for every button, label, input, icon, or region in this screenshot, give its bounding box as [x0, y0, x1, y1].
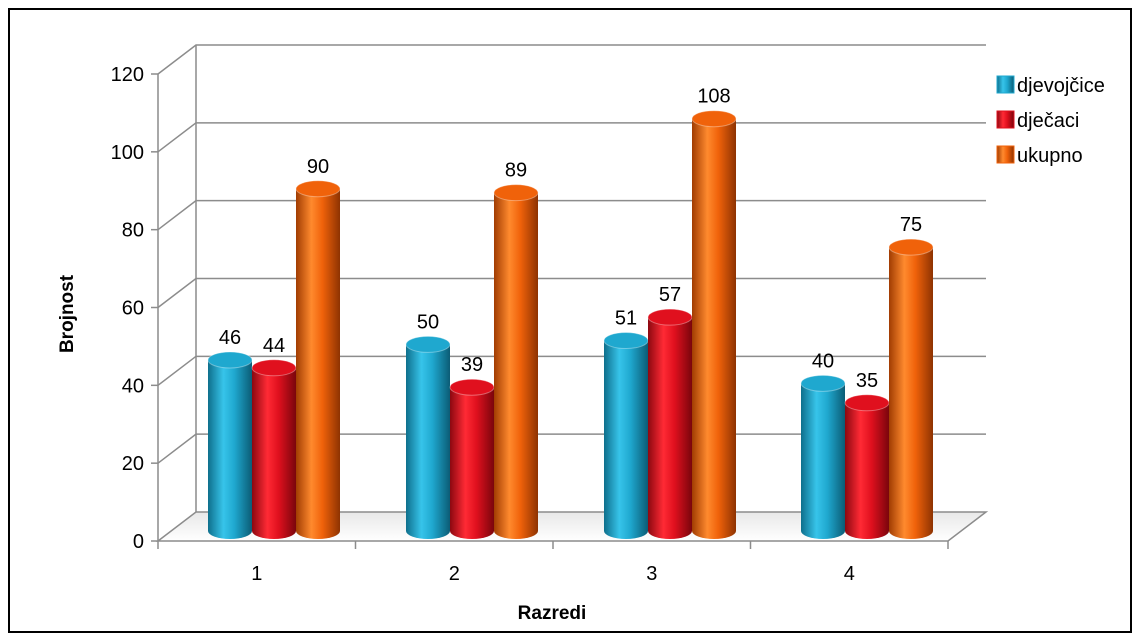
bar-top [647, 308, 693, 326]
x-tick-label: 4 [844, 563, 855, 585]
bar [800, 374, 846, 539]
y-tick-label: 20 [122, 453, 144, 475]
data-label: 35 [856, 370, 878, 392]
data-label: 90 [307, 156, 329, 178]
legend-swatch [996, 110, 1015, 129]
x-axis-title: Razredi [518, 603, 587, 624]
legend-item: ukupno [996, 145, 1083, 167]
x-tick-label: 2 [449, 563, 460, 585]
bar-top [844, 394, 890, 412]
legend-label: ukupno [1017, 145, 1083, 167]
legend-swatch [996, 75, 1015, 94]
bar-body [889, 247, 933, 539]
y-tick-label: 60 [122, 298, 144, 320]
bar-top [691, 110, 737, 128]
legend-label: djevojčice [1017, 75, 1105, 97]
bar-top [800, 374, 846, 392]
bar-body [604, 340, 648, 539]
gridline [157, 122, 986, 153]
bar-body [801, 383, 845, 539]
data-label: 51 [615, 308, 637, 330]
bars [207, 110, 934, 539]
y-tick-label: 80 [122, 220, 144, 242]
data-label: 40 [812, 350, 834, 372]
bar-body [406, 344, 450, 539]
bar [251, 359, 297, 539]
data-label: 89 [505, 160, 527, 182]
bar-top [295, 180, 341, 198]
bar-top [449, 378, 495, 396]
data-label: 75 [900, 214, 922, 236]
y-tick-label: 0 [133, 531, 144, 553]
bar-top [251, 359, 297, 377]
bar [449, 378, 495, 539]
bar [295, 180, 341, 539]
bar [207, 351, 253, 539]
bar [691, 110, 737, 539]
y-axis-title: Brojnost [57, 274, 78, 353]
legend-label: dječaci [1017, 110, 1079, 132]
legend-item: dječaci [996, 110, 1079, 132]
bar-body [648, 317, 692, 539]
bar-body [252, 367, 296, 539]
bar-body [845, 402, 889, 539]
bar [844, 394, 890, 539]
bar-body [494, 192, 538, 539]
bar [647, 308, 693, 539]
chart-floor [155, 511, 989, 542]
bar-body [692, 118, 736, 539]
bar [603, 332, 649, 539]
legend: djevojčice dječaci ukupno [996, 75, 1105, 167]
bar [493, 184, 539, 539]
gridlines [155, 44, 989, 542]
data-label: 46 [219, 327, 241, 349]
bar-body [296, 188, 340, 539]
y-tick-label: 40 [122, 375, 144, 397]
bar-top [888, 238, 934, 256]
gridline [157, 44, 986, 75]
data-label: 44 [263, 335, 285, 357]
data-label: 108 [697, 86, 730, 108]
bar-top [405, 335, 451, 353]
y-tick-label: 120 [111, 64, 144, 86]
legend-swatch [996, 145, 1015, 164]
axes: 0 20 40 60 80 100 120 1 2 3 4 [111, 64, 949, 585]
y-tick-label: 100 [111, 142, 144, 164]
bar [405, 335, 451, 539]
legend-item: djevojčice [996, 75, 1105, 97]
data-label: 50 [417, 311, 439, 333]
x-tick-label: 1 [251, 563, 262, 585]
x-tick-label: 3 [646, 563, 657, 585]
data-label: 57 [659, 284, 681, 306]
bar-body [208, 359, 252, 539]
bar-top [207, 351, 253, 369]
data-labels: 46 50 51 40 44 39 57 35 90 89 108 75 [219, 86, 922, 392]
gridline [157, 277, 986, 309]
gridline [157, 199, 986, 231]
data-label: 39 [461, 354, 483, 376]
bar [888, 238, 934, 539]
bar-body [450, 387, 494, 539]
bar-top [603, 332, 649, 350]
bar-top [493, 184, 539, 202]
